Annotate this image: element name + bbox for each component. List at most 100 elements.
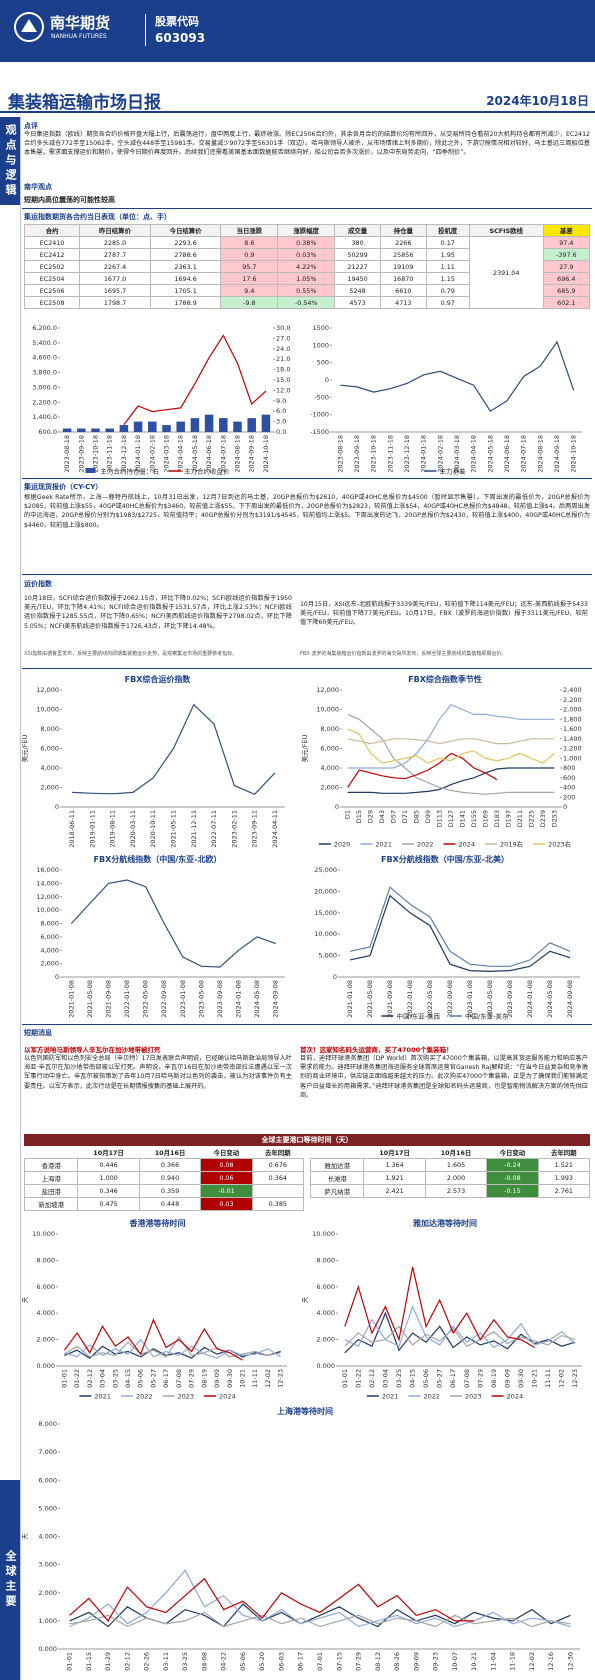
cell: 1798.7: [79, 296, 151, 309]
x-tick-label: 09-09: [503, 1369, 511, 1388]
x-tick-label: 12-02: [558, 1369, 566, 1388]
title-rule: [0, 111, 595, 113]
y-tick-label: 0.000: [316, 1362, 335, 1370]
bar: [105, 428, 114, 432]
y-tick-label: 8,000: [320, 725, 339, 733]
x-tick-label: 2024-01-08: [526, 980, 534, 1018]
series-line: [347, 752, 498, 788]
x-tick-label: 2024-10-18: [262, 435, 270, 473]
cell: 97.4: [542, 236, 591, 249]
series-line: [349, 886, 571, 967]
cell: 上海港: [23, 1171, 79, 1185]
x-tick-label: 03-25: [395, 1369, 403, 1388]
cell: 17.6: [220, 272, 279, 285]
y-tick-label: 6,000: [320, 745, 339, 753]
y2-tick-label: 3.0: [276, 418, 286, 426]
x-tick-label: D141: [458, 810, 466, 827]
series-line: [69, 1577, 475, 1622]
x-tick-label: 03-25: [111, 1369, 119, 1388]
y-tick-label: 20,000: [314, 887, 337, 895]
x-tick-label: 2024-08-18: [536, 435, 544, 473]
view-text: 短期内高位震荡的可能性较高: [24, 196, 115, 204]
header-cell: 10月17日: [379, 1149, 410, 1157]
cell: 0.359: [138, 1184, 202, 1198]
header-cell: 今日变动: [499, 1149, 526, 1157]
x-tick-label: 2024-04-18: [470, 435, 478, 473]
x-tick-label: D127: [447, 810, 455, 827]
y-tick-label: 6.000: [38, 1476, 57, 1484]
y2-tick-label: 2,000: [563, 706, 582, 714]
x-tick-label: 2024-05-08: [546, 980, 554, 1018]
paragraph: 10月15日，XSI远东-北欧航线报于3339美元/FEU，较前值下降114美元…: [300, 601, 588, 627]
y-tick-label: 10,000: [316, 706, 339, 714]
cell: 0.17: [425, 236, 470, 249]
x-tick-label: D57: [390, 810, 398, 823]
series-line: [347, 767, 555, 794]
x-tick-label: 2021-01-08: [67, 980, 75, 1018]
cell: 685.9: [542, 284, 591, 297]
x-tick-label: 2024-08-18: [234, 435, 242, 473]
y2-tick-label: 200: [563, 793, 575, 801]
header-cell: 去年同期: [265, 1149, 291, 1157]
x-tick-label: 11-11: [544, 1369, 552, 1388]
y2-tick-label: 1,400: [563, 735, 582, 743]
cell: 4713: [379, 296, 427, 309]
series-line: [340, 340, 575, 413]
cell: -0.15: [486, 1184, 539, 1198]
chart-title: FBX分航线指数（中国/东亚-北欧）: [94, 854, 222, 864]
legend-label: 2022: [136, 1393, 153, 1401]
x-tick-label: 2024-05-18: [486, 435, 494, 473]
x-tick-label: 2021-12-11: [190, 810, 198, 848]
series-line: [72, 703, 276, 796]
y-tick-label: 2,000: [40, 960, 59, 968]
x-tick-label: D183: [493, 810, 501, 827]
rule: [22, 574, 592, 575]
x-tick-label: 05-06: [137, 1369, 145, 1388]
y2-tick-label: 800: [563, 764, 575, 772]
y2-tick-label: 1,200: [563, 745, 582, 753]
cell: 5248: [334, 284, 381, 297]
x-tick-label: 05-20: [258, 1652, 266, 1671]
y-tick-label: 10,000: [314, 930, 337, 938]
series-line: [349, 894, 571, 973]
chart-title: FBX综合指数季节性: [408, 674, 482, 684]
x-tick-label: 08-19: [200, 1369, 208, 1388]
note: XSI指数由德鲁里发布，反映主要航线的即期集装箱运价走势，是观察集运市场的重要参…: [24, 651, 238, 657]
y-tick-label: 8.000: [38, 1420, 57, 1428]
rule: [22, 1024, 592, 1025]
y-tick-label: 0.000: [36, 1362, 55, 1370]
cell: EC2412: [23, 248, 81, 261]
legend: 中国/东亚-美西 中国/东亚-美东: [381, 1012, 509, 1021]
x-tick-label: 2023-09-18: [353, 435, 361, 473]
paragraph: 10月18日，SCFI综合运价指数报于2062.15点，环比下降0.02%；SC…: [24, 595, 292, 630]
row: 盐田港 0.346 0.359 -0.01: [23, 1184, 305, 1198]
x-tick-label: 09-30: [517, 1369, 525, 1388]
header-cell: 今日变动: [213, 1149, 240, 1157]
x-tick-label: 2024-04-18: [177, 435, 185, 473]
x-tick-label: 09-09: [213, 1369, 221, 1388]
chart: FBX分航线指数（中国/东亚-北欧） 0 2,000 4,000 6,000 8,000 1…: [36, 854, 285, 1018]
cell: 9.4: [220, 284, 279, 297]
x-tick-label: 09-30: [226, 1369, 234, 1388]
legend-label: 2020: [334, 841, 351, 849]
cell: 盐田港: [23, 1184, 79, 1198]
cell: 2285.0: [79, 236, 151, 249]
cell: 1705.1: [149, 284, 222, 297]
x-tick-label: 09-09: [412, 1652, 420, 1671]
x-tick-label: 2023-11-18: [386, 435, 394, 473]
sidebar-label: 观点与逻辑: [0, 117, 20, 205]
x-tick-label: 06-17: [162, 1369, 170, 1388]
y-axis-label: 美元/FEU: [300, 734, 309, 762]
legend-label: 2024: [219, 1393, 236, 1401]
header-cell: 持仓量: [379, 224, 427, 237]
y-tick-label: 12,000: [36, 686, 59, 694]
paragraph: 根据Geek Rate所示，上海—鹿特丹航线上，10月31日出发，12月7日到达…: [24, 494, 590, 529]
x-tick-label: 01-01: [60, 1369, 68, 1388]
x-tick-label: 12-16: [547, 1652, 555, 1671]
cell: [251, 1184, 305, 1198]
cell: 95.7: [220, 260, 279, 273]
x-tick-label: 2024-10-18: [570, 435, 578, 473]
cell: 602.1: [542, 296, 591, 309]
